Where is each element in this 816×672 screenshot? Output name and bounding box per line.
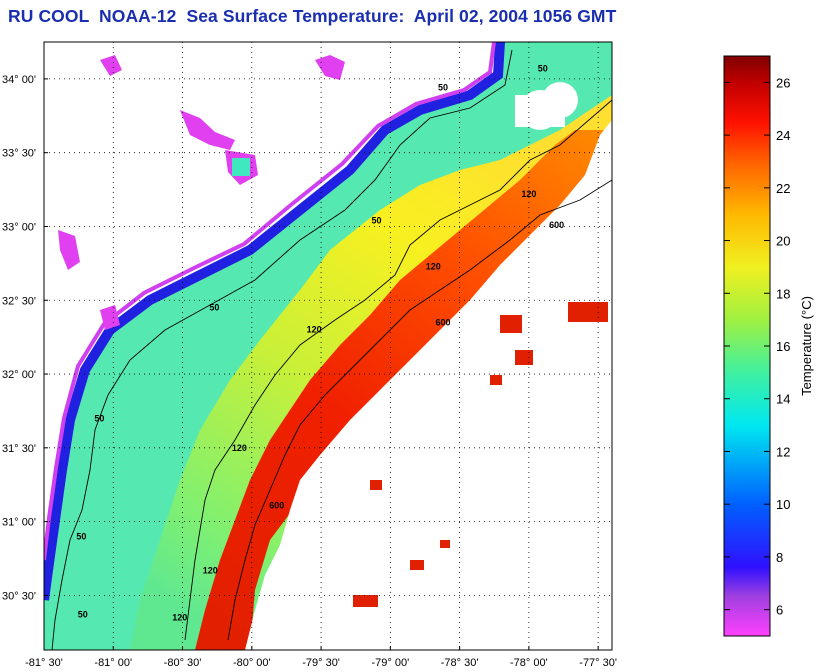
isobath-label: 600 <box>549 220 564 230</box>
isobath-label: 50 <box>94 413 104 423</box>
lon-tick-label: -80° 00' <box>233 657 271 669</box>
inland-lake <box>232 158 250 176</box>
inland-water <box>58 55 345 330</box>
lat-tick-label: 31° 00' <box>2 517 36 529</box>
latitude-axis: 34° 00' 33° 30' 33° 00' 32° 30' 32° 00' 31° 3… <box>2 74 48 602</box>
isobath-label: 50 <box>76 531 86 541</box>
isobath-50 <box>51 49 513 650</box>
map-frame <box>43 41 613 651</box>
isobath-label: 120 <box>203 565 218 575</box>
lon-tick-label: -80° 30' <box>164 657 202 669</box>
lon-tick-label: -79° 30' <box>302 657 340 669</box>
lon-tick-label: -77° 30' <box>579 657 617 669</box>
isobath-label: 120 <box>426 261 441 271</box>
lat-tick-label: 34° 00' <box>2 74 36 86</box>
lon-tick-label: -78° 00' <box>510 657 548 669</box>
cloud-mask-fringes <box>515 82 578 130</box>
longitude-axis: -81° 30' -81° 00' -80° 30' -80° 00' -79° 30'… <box>25 646 617 669</box>
isobath-label: 50 <box>371 216 381 226</box>
lat-tick-label: 32° 00' <box>2 369 36 381</box>
isobath-label: 120 <box>172 612 187 622</box>
isobath-labels: 50 50 50 50 50 50 50 120 120 120 120 120 120 600 600 60… <box>76 64 564 623</box>
isobath-label: 120 <box>307 325 322 335</box>
lat-tick-label: 30° 30' <box>2 590 36 602</box>
lat-tick-label: 32° 30' <box>2 295 36 307</box>
cloud-mask <box>245 120 612 650</box>
lon-tick-label: -81° 00' <box>94 657 132 669</box>
isobath-label: 120 <box>521 189 536 199</box>
isobaths <box>51 49 612 650</box>
lon-tick-label: -81° 30' <box>25 657 63 669</box>
isobath-label: 600 <box>269 500 284 510</box>
isobath-label: 50 <box>209 303 219 313</box>
lon-tick-label: -79° 00' <box>371 657 409 669</box>
lat-tick-label: 31° 30' <box>2 443 36 455</box>
isobath-label: 600 <box>435 317 450 327</box>
lat-tick-label: 33° 30' <box>2 148 36 160</box>
isobath-label: 50 <box>538 64 548 74</box>
isobath-label: 120 <box>232 443 247 453</box>
isobath-600 <box>227 179 612 641</box>
isobath-120 <box>184 99 612 641</box>
coastal-cold-band <box>44 42 505 601</box>
lon-tick-label: -78° 30' <box>441 657 479 669</box>
isobath-label: 50 <box>78 610 88 620</box>
isobath-label: 50 <box>438 83 448 93</box>
lat-tick-label: 33° 00' <box>2 221 36 233</box>
chart-title: RU COOL NOAA-12 Sea Surface Temperature:… <box>8 6 617 26</box>
